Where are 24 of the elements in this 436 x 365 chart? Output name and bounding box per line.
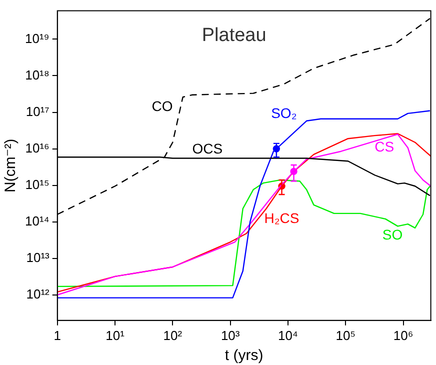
- y-tick-label: 10¹⁷: [26, 104, 50, 119]
- series-label: H₂CS: [264, 210, 300, 226]
- y-axis-title: N(cm⁻²): [2, 138, 20, 192]
- y-tick-label: 10¹²: [26, 286, 50, 302]
- series-label: OCS: [192, 140, 223, 156]
- text: Plateau: [202, 25, 266, 46]
- x-tick-label: 10⁶: [393, 328, 414, 343]
- y-tick-label: 10¹⁸: [25, 67, 50, 82]
- x-tick-label: 10³: [220, 328, 240, 343]
- y-tick-label: 10¹⁴: [25, 213, 50, 228]
- x-tick-label: 10⁵: [336, 328, 356, 343]
- y-tick-label: 10¹⁹: [25, 30, 50, 46]
- series-label: CS: [374, 138, 394, 155]
- y-tick-label: 10¹³: [26, 250, 50, 265]
- x-axis-title: t (yrs): [224, 347, 264, 364]
- series-label: SO: [382, 226, 403, 242]
- y-tick-label: 10¹⁵: [25, 176, 50, 192]
- series-label: SO₂: [271, 104, 297, 121]
- x-tick-label: 10²: [163, 328, 183, 343]
- y-tick-label: 10¹⁶: [25, 140, 50, 156]
- x-tick-label: 1: [54, 328, 61, 343]
- x-tick-label: 10⁴: [278, 328, 298, 343]
- series-label: CO: [152, 98, 173, 114]
- x-tick-label: 10¹: [106, 328, 126, 343]
